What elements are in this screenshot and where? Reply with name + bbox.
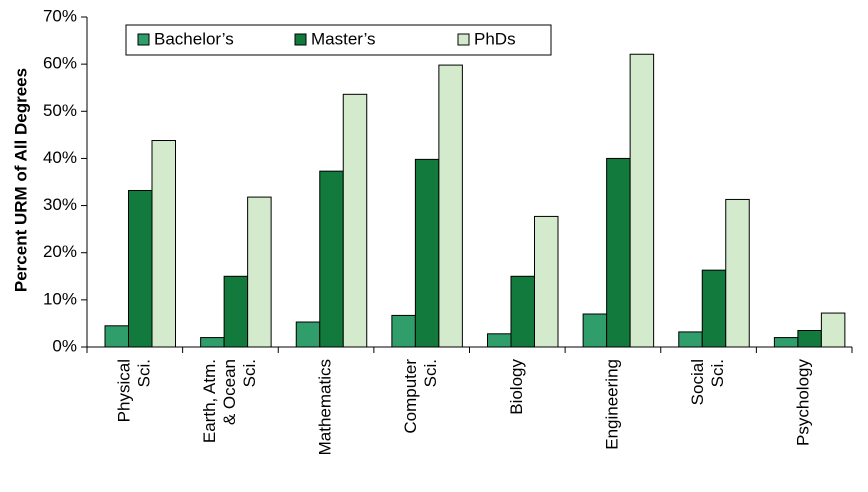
bar (128, 189, 153, 348)
y-axis-title: Percent URM of All Degrees (11, 68, 30, 292)
bar (487, 333, 512, 348)
y-tick-label: 40% (43, 148, 77, 167)
category-label: Physical (114, 359, 133, 422)
bar (223, 275, 249, 348)
category-label: Social (688, 359, 707, 405)
bar (104, 325, 129, 348)
category-label: Sci. (134, 359, 153, 387)
bar (606, 157, 631, 348)
legend-swatch (294, 33, 307, 46)
y-tick-label: 10% (43, 289, 77, 308)
bar (414, 158, 440, 348)
y-tick-label: 20% (43, 242, 77, 261)
bar (247, 196, 272, 348)
bar (438, 64, 463, 348)
bar (582, 313, 608, 348)
category-label: Sci. (421, 359, 440, 387)
legend: Bachelor’s Master’s PhDs (125, 24, 552, 56)
bar (773, 337, 799, 348)
category-label: Biology (507, 359, 526, 415)
bar (510, 275, 535, 348)
bar (295, 321, 321, 348)
bar (820, 312, 846, 348)
y-tick-label: 50% (43, 101, 77, 120)
category-label: Sci. (708, 359, 727, 387)
bar (629, 53, 655, 348)
bars (104, 53, 846, 348)
bar (391, 314, 416, 348)
category-labels: Physical Sci. Earth, Atm. & Ocean Sci. Mathem… (114, 359, 812, 456)
bar (151, 140, 176, 348)
bar (342, 93, 368, 348)
category-label: Computer (401, 359, 420, 434)
legend-swatch (137, 33, 150, 46)
category-label: & Ocean (220, 359, 239, 425)
y-tick-label: 30% (43, 195, 77, 214)
category-label: Sci. (240, 359, 259, 387)
bar (725, 198, 750, 348)
bar (701, 269, 727, 348)
bar (319, 170, 344, 348)
category-label: Earth, Atm. (200, 359, 219, 443)
legend-label: Master’s (311, 29, 376, 48)
bar (678, 331, 703, 348)
y-tick-label: 0% (52, 336, 77, 355)
legend-box (125, 24, 552, 56)
legend-label: PhDs (474, 29, 516, 48)
bar (534, 215, 559, 348)
legend-swatch (457, 33, 470, 46)
bar (200, 337, 225, 348)
category-label: Psychology (794, 359, 813, 446)
y-axis-ticks: 0% 10% 20% 30% 40% 50% 60% 70% (43, 6, 77, 355)
bar (797, 330, 822, 348)
y-tick-label: 60% (43, 54, 77, 73)
y-tick-label: 70% (43, 6, 77, 25)
category-label: Mathematics (316, 359, 335, 455)
category-label: Engineering (602, 359, 621, 450)
axes (81, 16, 853, 353)
legend-label: Bachelor’s (154, 29, 234, 48)
